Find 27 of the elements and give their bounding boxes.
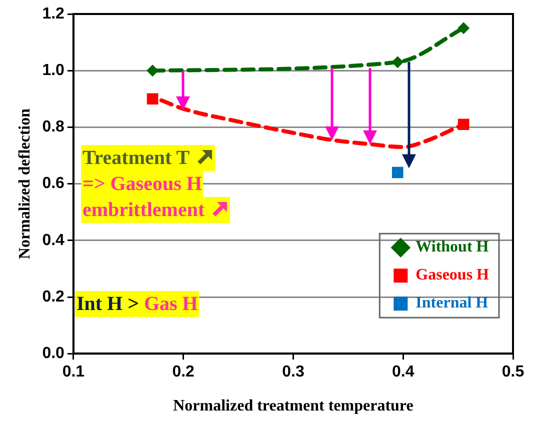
point: [392, 166, 404, 178]
y-tick-label: 1.0: [42, 62, 65, 80]
x-tick-label: 0.2: [172, 364, 195, 381]
x-tick-label: 0.1: [62, 364, 85, 381]
y-tick-label: 1.2: [42, 5, 65, 22]
point: [392, 56, 404, 68]
y-tick-label: 0.6: [42, 175, 65, 192]
annotation: embrittlement: [81, 196, 230, 223]
y-tick-label: 0.2: [42, 288, 65, 306]
x-tick-label: 0.4: [392, 364, 414, 381]
point: [146, 93, 158, 105]
legend-label: Internal H: [416, 294, 489, 312]
annotation: >: [126, 292, 139, 315]
annotation: Treatment T: [81, 144, 215, 171]
y-tick-label: 0.8: [42, 118, 65, 136]
y-tick-label: 0.4: [42, 232, 65, 249]
point: [458, 22, 470, 34]
annotation: Gas H: [142, 292, 198, 315]
x-axis-title: Normalized treatment temperature: [173, 398, 414, 415]
legend-label: Gaseous H: [416, 266, 490, 284]
annotation: => Gaseous H: [81, 170, 203, 197]
x-tick-label: 0.3: [282, 364, 304, 381]
annotation: Int H: [76, 292, 123, 315]
y-axis-title: Normalized deflection: [16, 108, 34, 260]
legend-label: Without H: [416, 238, 490, 256]
y-tick-label: 0.0: [42, 345, 65, 362]
x-tick-label: 0.5: [502, 364, 524, 381]
